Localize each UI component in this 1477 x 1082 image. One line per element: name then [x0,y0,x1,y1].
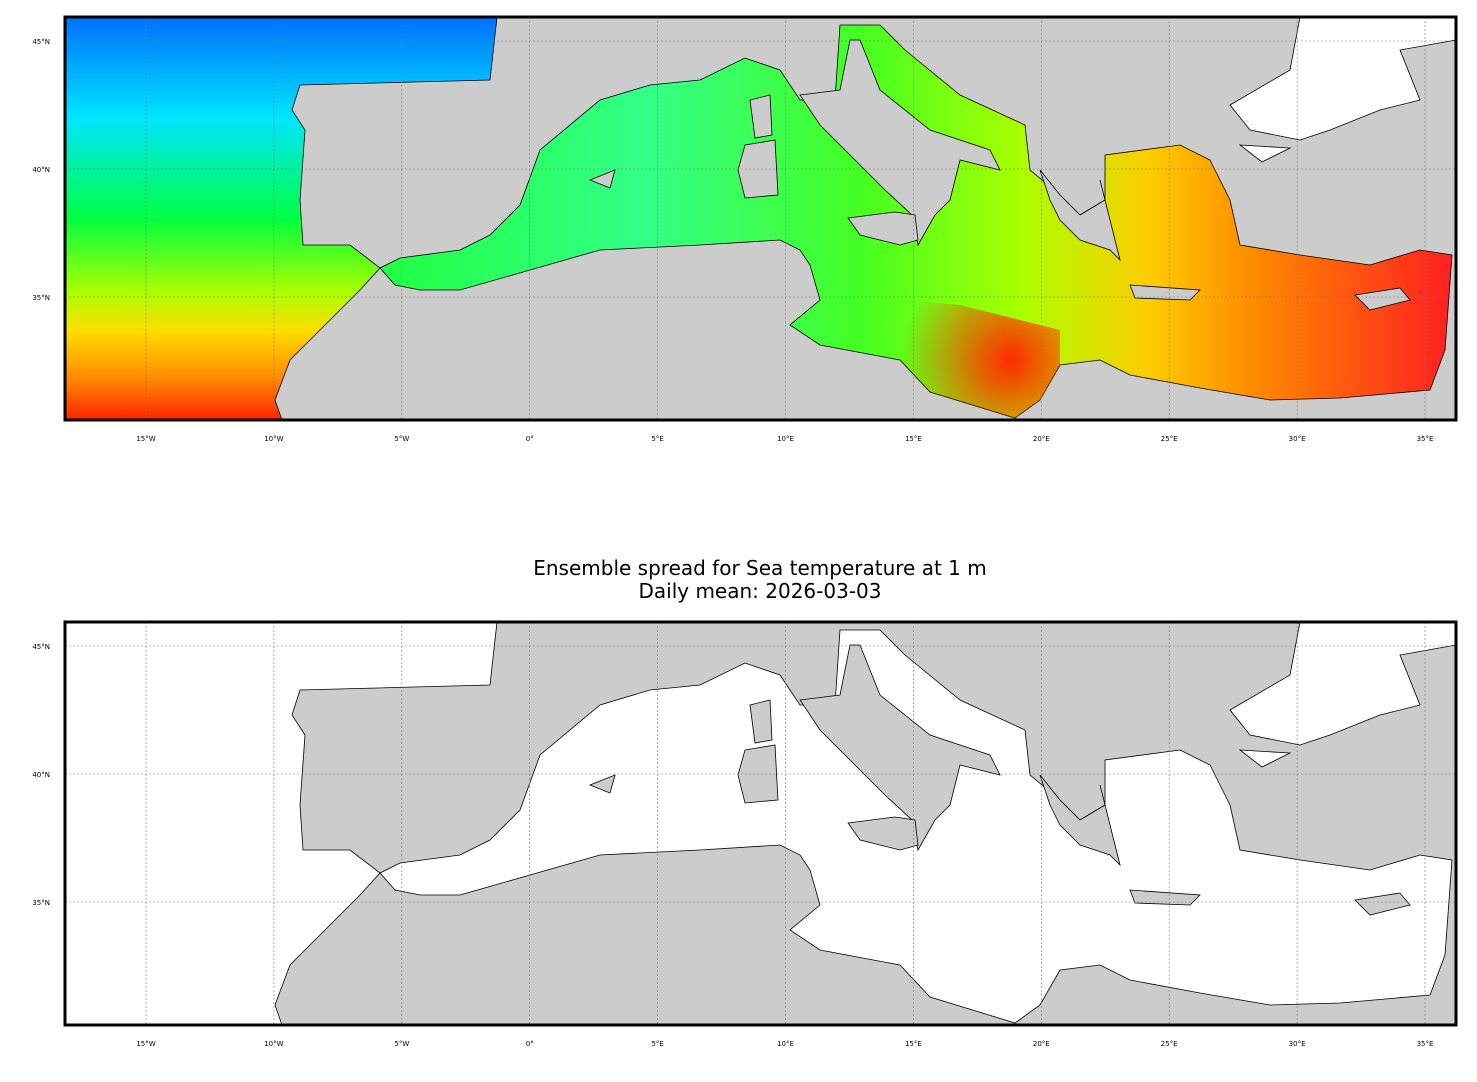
lat-tick-label: 45°N [32,643,50,651]
lon-tick-label: 30°E [1289,1040,1306,1048]
subtitle: Daily mean: 2026-03-03 [638,579,881,603]
lon-tick-label: 35°E [1417,435,1434,443]
lon-tick-label: 0° [526,1040,534,1048]
map-top: 15°W 10°W 5°W 0° 5°E 10°E 15°E 20°E 25°E 30°E 35°E… [32,15,1458,443]
grid: 15°W 10°W 5°W 0° 5°E 10°E 15°E 20°E 25°E 30°E 35°E… [32,622,1456,1048]
lat-tick-label: 45°N [32,38,50,46]
lon-tick-label: 15°E [905,435,922,443]
lon-tick-label: 10°E [777,1040,794,1048]
lon-tick-label: 15°E [905,1040,922,1048]
lon-tick-label: 15°W [136,435,155,443]
lon-tick-label: 10°W [264,1040,283,1048]
lat-tick-label: 40°N [32,166,50,174]
lon-tick-label: 25°E [1161,435,1178,443]
lat-tick-label: 35°N [32,294,50,302]
map-frame [63,15,1458,422]
lon-tick-label: 5°E [651,435,663,443]
lat-tick-label: 35°N [32,899,50,907]
lon-tick-label: 5°W [394,435,409,443]
warm-patch [900,300,1060,418]
map-bottom: 15°W 10°W 5°W 0° 5°E 10°E 15°E 20°E 25°E 30°E 35°E… [32,620,1458,1048]
lon-tick-label: 5°E [651,1040,663,1048]
lon-tick-label: 15°W [136,1040,155,1048]
map-frame [63,620,1458,1027]
lon-tick-label: 20°E [1033,1040,1050,1048]
lon-tick-label: 35°E [1417,1040,1434,1048]
lat-tick-label: 40°N [32,771,50,779]
lon-tick-label: 10°W [264,435,283,443]
lon-tick-label: 20°E [1033,435,1050,443]
title: Ensemble spread for Sea temperature at 1… [533,556,987,580]
lon-tick-label: 0° [526,435,534,443]
lon-tick-label: 25°E [1161,1040,1178,1048]
grid: 15°W 10°W 5°W 0° 5°E 10°E 15°E 20°E 25°E 30°E 35°E… [32,17,1456,443]
lon-tick-label: 5°W [394,1040,409,1048]
lon-tick-label: 10°E [777,435,794,443]
lon-tick-label: 30°E [1289,435,1306,443]
